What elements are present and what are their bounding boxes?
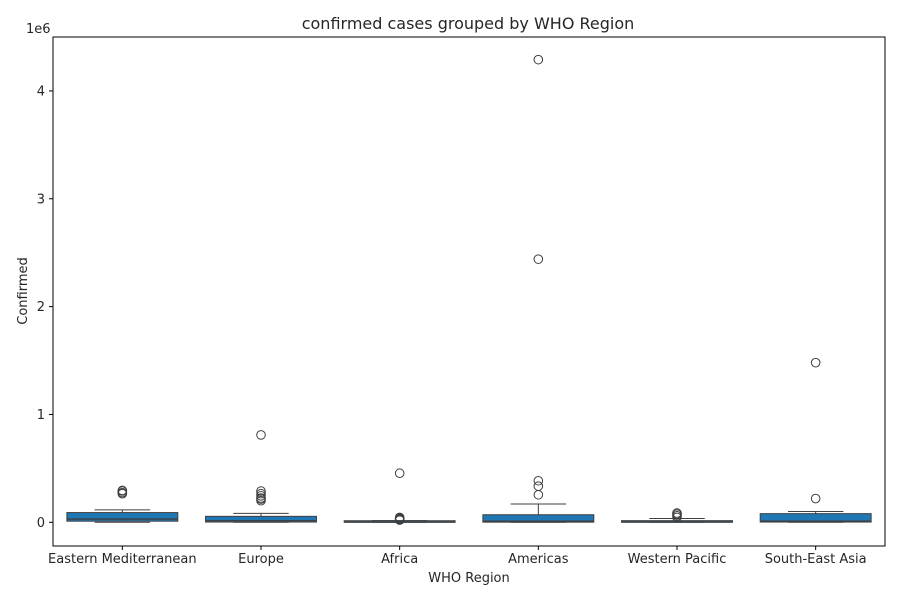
x-tick-label: Africa — [381, 552, 418, 567]
chart-title: confirmed cases grouped by WHO Region — [302, 14, 635, 33]
box-eastern-mediterranean — [66, 485, 179, 523]
box-iqr — [759, 513, 872, 523]
boxes-group — [66, 54, 872, 525]
outlier-point — [117, 485, 128, 496]
box-europe — [205, 430, 317, 523]
outlier-point — [256, 486, 266, 496]
y-tick-label: 4 — [37, 84, 45, 99]
outlier-point — [533, 475, 544, 486]
y-axis-label: Confirmed — [16, 257, 31, 325]
box-iqr — [66, 512, 179, 522]
plot-area — [52, 36, 886, 547]
x-tick-label: Western Pacific — [628, 552, 727, 567]
y-offset-label: 1e6 — [26, 22, 51, 37]
box-iqr — [482, 514, 595, 523]
outlier-point — [256, 488, 266, 499]
outlier-point — [533, 481, 544, 491]
outlier-point — [394, 512, 405, 523]
x-tick-label: Eastern Mediterranean — [48, 552, 197, 567]
box-americas — [482, 54, 595, 523]
box-western-pacific — [621, 508, 733, 523]
x-tick-label: South-East Asia — [765, 552, 867, 567]
y-tick-label: 2 — [37, 300, 45, 315]
outlier-point — [533, 54, 544, 65]
box-south-east-asia — [759, 357, 872, 523]
y-tick-label: 0 — [37, 516, 45, 531]
outlier-point — [672, 508, 682, 518]
outlier-point — [256, 491, 266, 501]
outlier-point — [533, 489, 544, 500]
outlier-point — [810, 357, 821, 368]
y-tick-label: 1 — [37, 408, 45, 423]
x-tick-label: Europe — [238, 552, 284, 567]
outlier-point — [533, 254, 544, 264]
outlier-point — [810, 493, 821, 504]
box-iqr — [205, 515, 317, 523]
x-tick-label: Americas — [508, 552, 569, 567]
outlier-point — [394, 468, 405, 479]
y-tick-label: 3 — [37, 192, 45, 207]
y-axis-ticks: 0 1 2 3 4 — [37, 84, 53, 531]
x-axis-label: WHO Region — [428, 571, 510, 586]
box-africa — [343, 468, 456, 525]
outlier-point — [256, 430, 266, 440]
x-axis-ticks: Eastern Mediterranean Europe Africa America… — [48, 546, 867, 567]
outlier-point — [256, 493, 266, 503]
